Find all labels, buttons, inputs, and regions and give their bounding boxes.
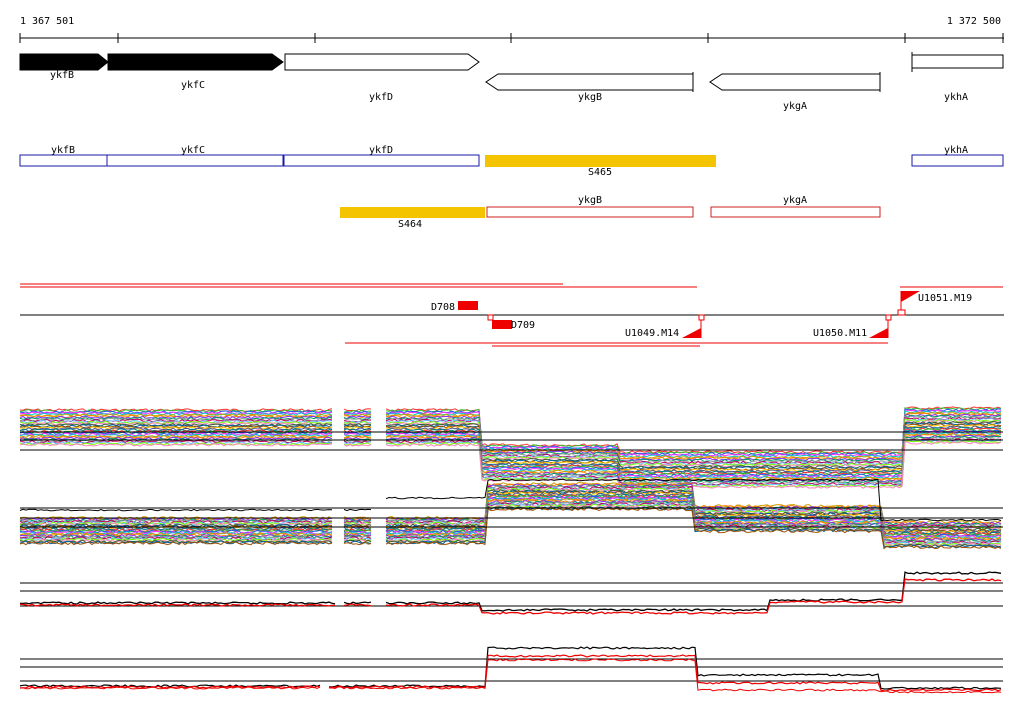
marker-label: D708 xyxy=(431,302,455,313)
gene-label: ykgB xyxy=(578,92,602,103)
gene-label: ykfC xyxy=(181,80,205,91)
segment-ykgA[interactable]: ykgA xyxy=(710,195,881,218)
marker-label: D709 xyxy=(511,320,535,331)
gene-ykfC[interactable]: ykfC xyxy=(107,53,284,91)
segment-label: ykfB xyxy=(51,145,75,156)
marker-U1049.M14[interactable]: U1049.M14 xyxy=(625,314,705,339)
segment-label: S465 xyxy=(588,167,612,178)
gene-ykfB[interactable]: ykfB xyxy=(19,53,109,81)
expression-panel-4 xyxy=(19,646,1003,694)
marker-D708[interactable]: D708 xyxy=(431,301,478,313)
forward-segment-track: ykfB ykfC ykfD S465 ykhA xyxy=(19,145,1004,178)
marker-label: U1050.M11 xyxy=(813,328,867,339)
gene-label: ykfD xyxy=(369,92,393,103)
gene-track: ykfB ykfC ykfD ykgB ykgA ykhA xyxy=(19,52,1004,112)
expression-panel-1 xyxy=(19,406,1003,489)
segment-ykgB[interactable]: ykgB xyxy=(486,195,694,218)
marker-track: D708 D709 U1049.M14 U1050.M11 U1051.M19 xyxy=(20,283,1004,347)
segment-label: S464 xyxy=(398,219,422,230)
ruler-start-label: 1 367 501 xyxy=(20,16,74,27)
gene-ykhA[interactable]: ykhA xyxy=(911,52,1004,103)
gene-label: ykhA xyxy=(944,92,968,103)
gene-ykgB[interactable]: ykgB xyxy=(485,72,694,103)
segment-ykfD[interactable]: ykfD xyxy=(283,145,480,167)
marker-D709[interactable]: D709 xyxy=(487,314,535,331)
segment-label: ykgB xyxy=(578,195,602,206)
marker-label: U1049.M14 xyxy=(625,328,679,339)
segment-S464[interactable]: S464 xyxy=(340,207,485,230)
segment-ykfC[interactable]: ykfC xyxy=(106,145,284,167)
gene-ykfD[interactable]: ykfD xyxy=(284,53,480,103)
segment-S465[interactable]: S465 xyxy=(485,155,716,178)
segment-label: ykfD xyxy=(369,145,393,156)
expression-panel-3 xyxy=(19,571,1003,615)
segment-label: ykfC xyxy=(181,145,205,156)
gene-label: ykgA xyxy=(783,101,807,112)
ruler-end-label: 1 372 500 xyxy=(947,16,1001,27)
marker-U1050.M11[interactable]: U1050.M11 xyxy=(813,314,892,339)
reverse-segment-track: S464 ykgB ykgA xyxy=(340,195,881,230)
segment-label: ykhA xyxy=(944,145,968,156)
segment-label: ykgA xyxy=(783,195,807,206)
gene-label: ykfB xyxy=(50,70,74,81)
expression-panel-2 xyxy=(19,478,1003,550)
segment-ykfB[interactable]: ykfB xyxy=(19,145,108,167)
gene-ykgA[interactable]: ykgA xyxy=(709,72,881,112)
coordinate-ruler: 1 367 501 1 372 500 xyxy=(19,16,1004,43)
marker-label: U1051.M19 xyxy=(918,293,972,304)
segment-ykhA[interactable]: ykhA xyxy=(911,145,1004,167)
marker-U1051.M19[interactable]: U1051.M19 xyxy=(897,291,972,316)
